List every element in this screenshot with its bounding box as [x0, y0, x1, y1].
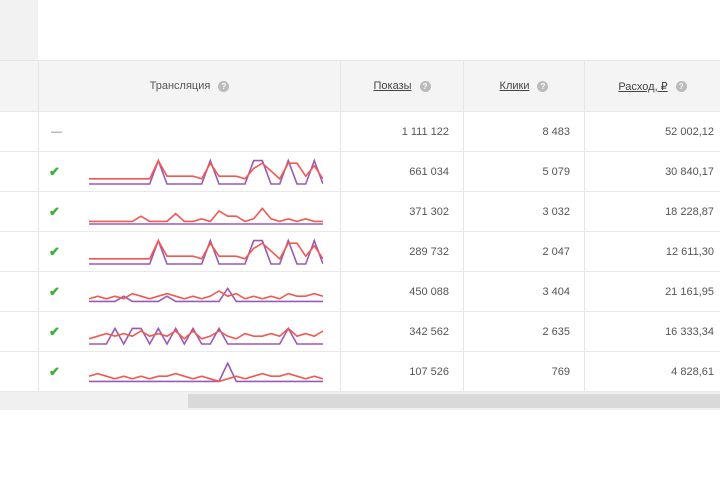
impressions-cell: 450 088: [340, 272, 463, 311]
impressions-line: [89, 158, 323, 180]
broadcast-cell: ✔: [38, 152, 340, 191]
header-impressions[interactable]: Показы?: [340, 61, 463, 111]
spend-cell: 12 611,30: [584, 232, 720, 271]
impressions-line: [89, 372, 323, 382]
sparkline: [89, 237, 323, 265]
impressions-line: [89, 326, 323, 340]
table-row: ✔ 107 526 769 4 828,61: [0, 352, 720, 392]
broadcast-cell: ✔: [38, 352, 340, 391]
impressions-line: [89, 238, 323, 260]
clicks-cell: 3 404: [463, 272, 584, 311]
scrollbar-thumb[interactable]: [188, 394, 720, 408]
sparkline: [89, 286, 323, 302]
spend-cell: 4 828,61: [584, 352, 720, 391]
impressions-cell: 371 302: [340, 192, 463, 231]
impressions-line: [89, 206, 323, 222]
impressions-cell: 289 732: [340, 232, 463, 271]
help-icon[interactable]: ?: [419, 80, 431, 92]
table-row: ✔ 371 302 3 032 18 228,87: [0, 192, 720, 232]
check-icon: ✔: [49, 163, 60, 179]
tab-area: [0, 0, 38, 60]
help-icon[interactable]: ?: [218, 80, 230, 92]
broadcast-cell: ✔: [38, 192, 340, 231]
clicks-cell: 769: [463, 352, 584, 391]
check-icon: ✔: [49, 203, 60, 219]
total-spend: 52 002,12: [584, 112, 720, 151]
help-icon[interactable]: ?: [537, 80, 549, 92]
broadcast-cell: ✔: [38, 232, 340, 271]
sparkline: [89, 206, 323, 225]
spend-cell: 21 161,95: [584, 272, 720, 311]
sparkline: [89, 360, 323, 382]
clicks-cell: 2 635: [463, 312, 584, 351]
sort-spend-link[interactable]: Расход, ₽: [618, 80, 668, 93]
table-header: Трансляция? Показы? Клики? Расход, ₽?: [0, 60, 720, 112]
sort-impressions-link[interactable]: Показы: [373, 80, 412, 92]
table-row: ✔ 661 034 5 079 30 840,17: [0, 152, 720, 192]
clicks-cell: 2 047: [463, 232, 584, 271]
impressions-cell: 661 034: [340, 152, 463, 191]
impressions-line: [89, 289, 323, 300]
spend-cell: 30 840,17: [584, 152, 720, 191]
clicks-cell: 3 032: [463, 192, 584, 231]
table-row: ✔ 342 562 2 635 16 333,34: [0, 312, 720, 352]
sparkline: [89, 157, 323, 185]
clicks-line: [89, 360, 323, 382]
sort-clicks-link[interactable]: Клики: [499, 80, 530, 92]
total-impressions: 1 111 122: [340, 112, 463, 151]
broadcast-cell: ✔: [38, 272, 340, 311]
check-icon: ✔: [49, 363, 60, 379]
check-icon: ✔: [49, 323, 60, 339]
clicks-line: [89, 286, 323, 302]
impressions-cell: 342 562: [340, 312, 463, 351]
header-broadcast: Трансляция?: [38, 61, 340, 111]
header-broadcast-label: Трансляция: [149, 80, 211, 92]
table-row: ✔ 289 732 2 047 12 611,30: [0, 232, 720, 272]
total-row: — 1 111 122 8 483 52 002,12: [0, 112, 720, 152]
horizontal-scrollbar[interactable]: [0, 392, 720, 410]
header-spend[interactable]: Расход, ₽?: [584, 61, 720, 111]
spend-cell: 16 333,34: [584, 312, 720, 351]
broadcast-cell: ✔: [38, 312, 340, 351]
table-row: ✔ 450 088 3 404 21 161,95: [0, 272, 720, 312]
header-clicks[interactable]: Клики?: [463, 61, 584, 111]
total-broadcast: —: [38, 112, 340, 151]
sparkline: [89, 326, 323, 346]
check-icon: ✔: [49, 243, 60, 259]
impressions-cell: 107 526: [340, 352, 463, 391]
clicks-cell: 5 079: [463, 152, 584, 191]
total-clicks: 8 483: [463, 112, 584, 151]
clicks-line: [89, 326, 323, 346]
dash: —: [51, 125, 62, 138]
help-icon[interactable]: ?: [675, 80, 687, 92]
check-icon: ✔: [49, 283, 60, 299]
spend-cell: 18 228,87: [584, 192, 720, 231]
